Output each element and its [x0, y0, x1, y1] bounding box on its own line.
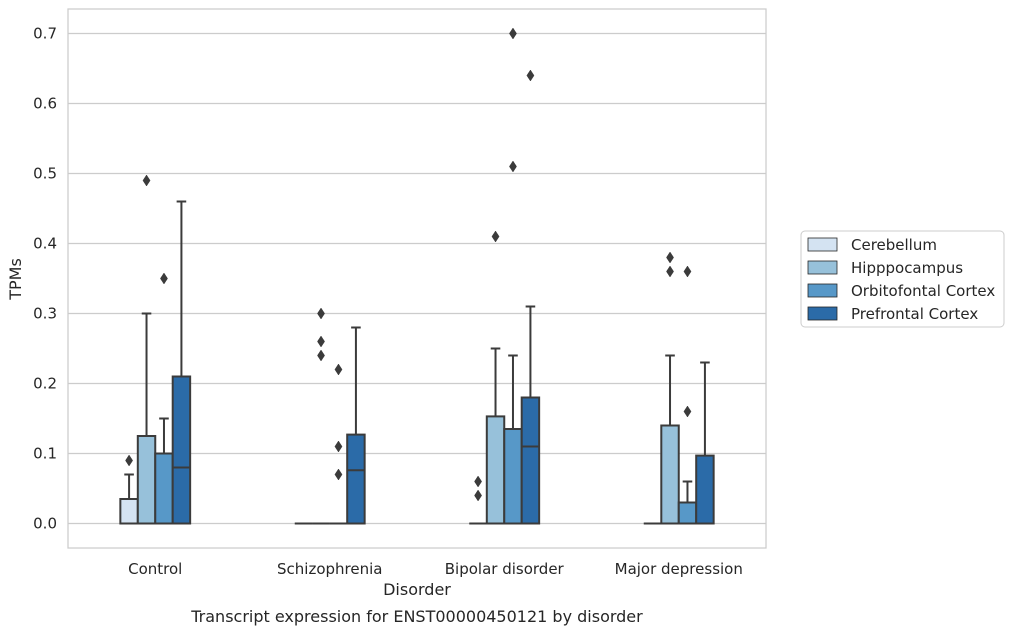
- outlier-point: [474, 489, 482, 502]
- y-tick-label: 0.5: [33, 165, 57, 183]
- legend-swatch-cerebellum: [807, 237, 838, 252]
- box: [520, 396, 541, 525]
- legend-label-prefrontal: Prefrontal Cortex: [851, 305, 978, 323]
- box-series: [119, 27, 715, 525]
- x-tick-label: Bipolar disorder: [445, 560, 565, 578]
- outlier-point: [683, 405, 692, 418]
- y-tick-label: 0.6: [33, 95, 57, 113]
- outlier-point: [474, 475, 482, 488]
- legend-label-cerebellum: Cerebellum: [851, 236, 937, 254]
- outlier-point: [491, 230, 500, 243]
- y-tick-label: 0.0: [33, 515, 57, 533]
- y-tick-label: 0.4: [33, 235, 57, 253]
- y-tick-label: 0.2: [33, 375, 57, 393]
- outlier-point: [125, 454, 133, 467]
- outlier-point: [666, 251, 674, 264]
- y-axis-ticks: 0.0 0.1 0.2 0.3 0.4 0.5 0.6 0.7: [33, 25, 57, 533]
- box: [136, 435, 157, 525]
- y-tick-label: 0.3: [33, 305, 57, 323]
- outlier-point: [683, 265, 692, 278]
- legend-frame: [800, 230, 1005, 328]
- legend-label-hippocampus: Hipppocampus: [851, 259, 963, 277]
- outlier-point: [334, 468, 343, 481]
- y-axis-title: TPMs: [6, 258, 25, 301]
- outlier-point: [509, 27, 517, 40]
- series-hipppocampus: [136, 174, 680, 525]
- box: [346, 433, 366, 525]
- series-prefrontal-cortex: [171, 69, 715, 525]
- x-tick-label: Control: [128, 560, 182, 578]
- outlier-point: [334, 363, 343, 376]
- series-orbitofontal-cortex: [154, 27, 698, 525]
- outlier-point: [334, 440, 343, 453]
- outlier-point: [509, 160, 517, 173]
- box: [660, 424, 680, 525]
- box: [485, 415, 506, 525]
- legend-swatch-prefrontal: [807, 306, 838, 321]
- x-axis-ticks: Control Schizophrenia Bipolar disorder Majo…: [128, 560, 743, 578]
- y-tick-label: 0.7: [33, 25, 57, 43]
- outlier-point: [317, 335, 325, 348]
- legend-swatch-hippocampus: [807, 260, 838, 275]
- x-axis-title: Disorder: [383, 580, 451, 599]
- outlier-point: [317, 307, 325, 320]
- series-cerebellum: [119, 454, 662, 525]
- legend-label-orbitofrontal: Orbitofontal Cortex: [851, 282, 995, 300]
- box: [503, 428, 523, 525]
- legend: Cerebellum Hipppocampus Orbitofontal Cor…: [800, 230, 1005, 328]
- box: [171, 375, 192, 525]
- y-tick-label: 0.1: [33, 445, 57, 463]
- outlier-point: [160, 272, 168, 285]
- outlier-point: [666, 265, 674, 278]
- box: [119, 498, 139, 525]
- box: [677, 501, 698, 525]
- legend-swatch-orbitofrontal: [807, 283, 838, 298]
- x-tick-label: Major depression: [615, 560, 743, 578]
- box: [695, 454, 715, 525]
- box: [154, 452, 174, 525]
- chart-caption: Transcript expression for ENST0000045012…: [190, 607, 643, 626]
- outlier-point: [142, 174, 151, 187]
- plot-area-frame: [67, 8, 767, 549]
- outlier-point: [317, 349, 325, 362]
- x-tick-label: Schizophrenia: [277, 560, 382, 578]
- outlier-point: [526, 69, 535, 82]
